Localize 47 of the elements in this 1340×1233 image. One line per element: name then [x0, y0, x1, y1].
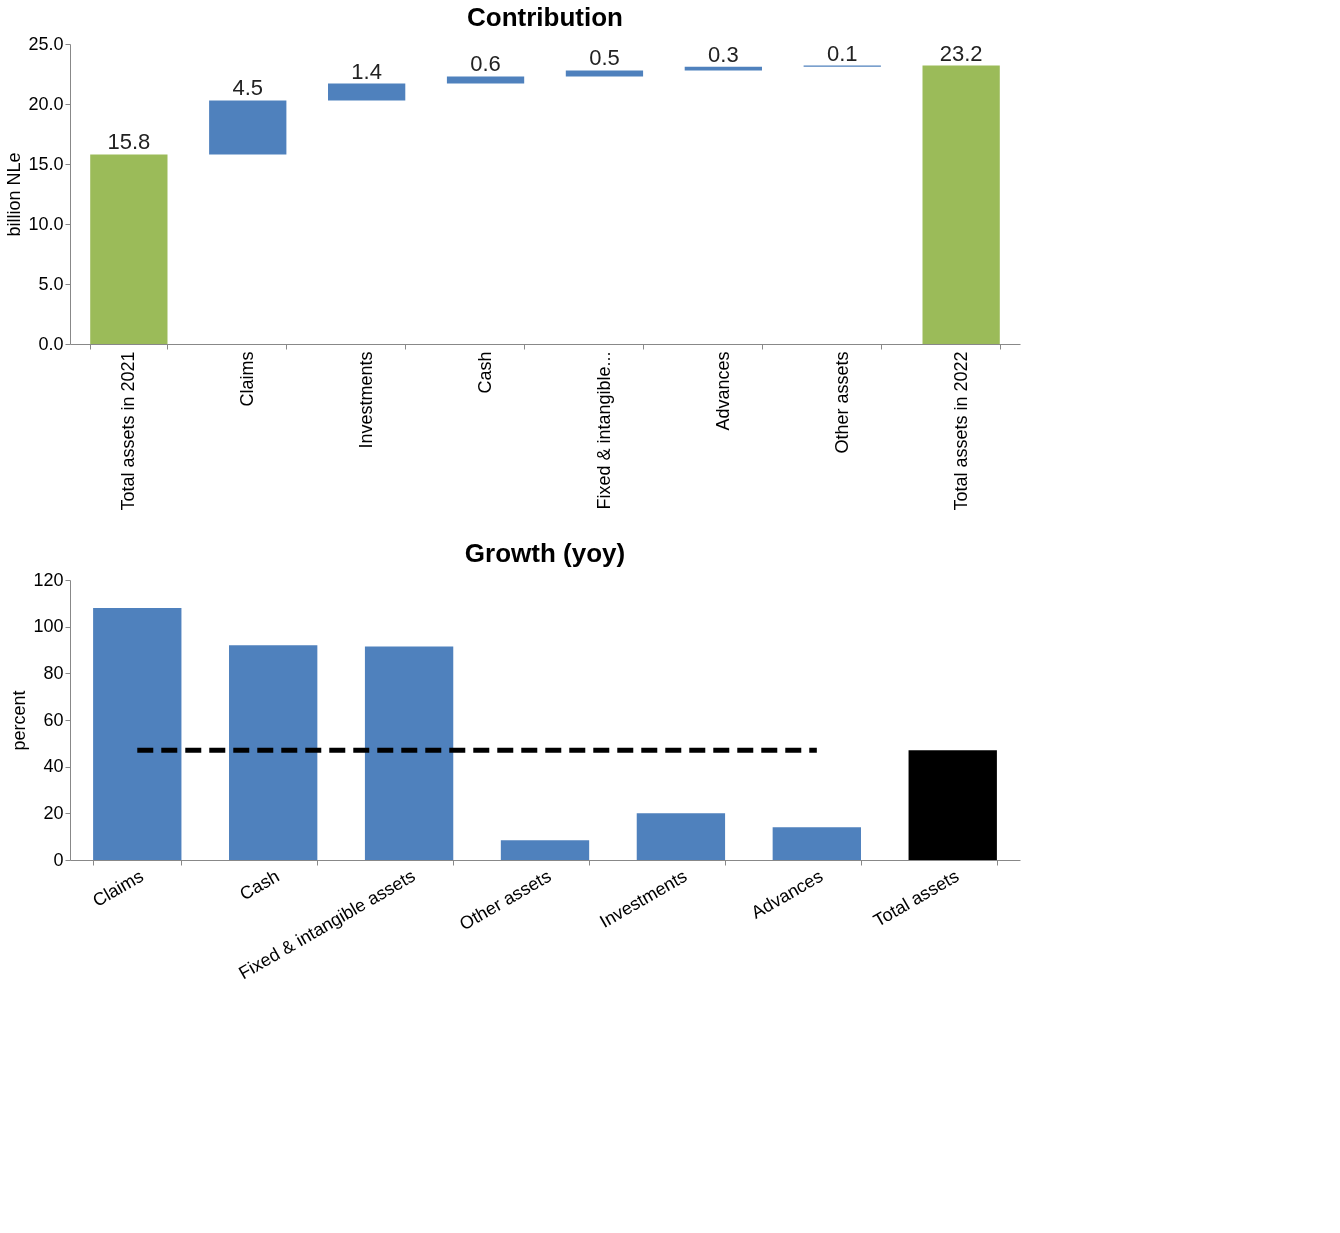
bar [772, 827, 861, 860]
data-label: 1.4 [351, 58, 382, 84]
bar [364, 646, 454, 860]
y-tick-label: 0 [53, 849, 64, 870]
bar [908, 750, 997, 860]
x-tick-label: Total assets in 2021 [118, 351, 139, 511]
x-tick-label: Claims [237, 351, 258, 407]
y-tick-label: 20 [43, 802, 64, 823]
y-axis-title: percent [9, 690, 30, 751]
bar [90, 154, 168, 344]
y-axis-title: billion NLe [4, 152, 25, 237]
bar [229, 645, 318, 860]
data-label: 0.3 [708, 41, 739, 67]
y-tick-label: 5.0 [38, 273, 64, 294]
x-tick-label: Advances [712, 351, 733, 431]
chart-title: Contribution [467, 2, 623, 32]
data-label: 0.6 [470, 51, 501, 77]
chart-title: Growth (yoy) [464, 538, 626, 568]
bar [922, 65, 1000, 344]
bar [500, 840, 590, 860]
y-tick-label: 10.0 [28, 213, 64, 234]
x-tick-label: Other assets [831, 351, 852, 454]
bar [565, 70, 644, 77]
data-label: 0.5 [589, 45, 620, 71]
y-tick-label: 100 [33, 616, 64, 637]
x-tick-label: Total assets in 2022 [950, 351, 971, 511]
y-tick-label: 0.0 [38, 333, 64, 354]
y-tick-label: 60 [43, 709, 64, 730]
data-label: 0.1 [826, 40, 858, 66]
bar [328, 83, 406, 101]
bar [446, 76, 525, 84]
x-tick-label: Investments [356, 351, 377, 449]
x-tick-label: Fixed & intangible... [593, 351, 614, 510]
data-label: 15.8 [107, 129, 151, 155]
bar [93, 608, 182, 860]
y-tick-label: 20.0 [28, 93, 64, 114]
bar [209, 100, 287, 155]
y-tick-label: 40 [43, 756, 64, 777]
x-tick-label: Cash [475, 351, 496, 394]
data-label: 23.2 [939, 40, 983, 66]
bar [636, 813, 726, 860]
y-tick-label: 80 [43, 662, 64, 683]
data-label: 4.5 [232, 75, 264, 101]
x-tick-label: Cash [236, 865, 283, 905]
y-tick-label: 120 [33, 569, 64, 590]
y-tick-label: 25.0 [28, 33, 64, 54]
y-tick-label: 15.0 [28, 153, 64, 174]
